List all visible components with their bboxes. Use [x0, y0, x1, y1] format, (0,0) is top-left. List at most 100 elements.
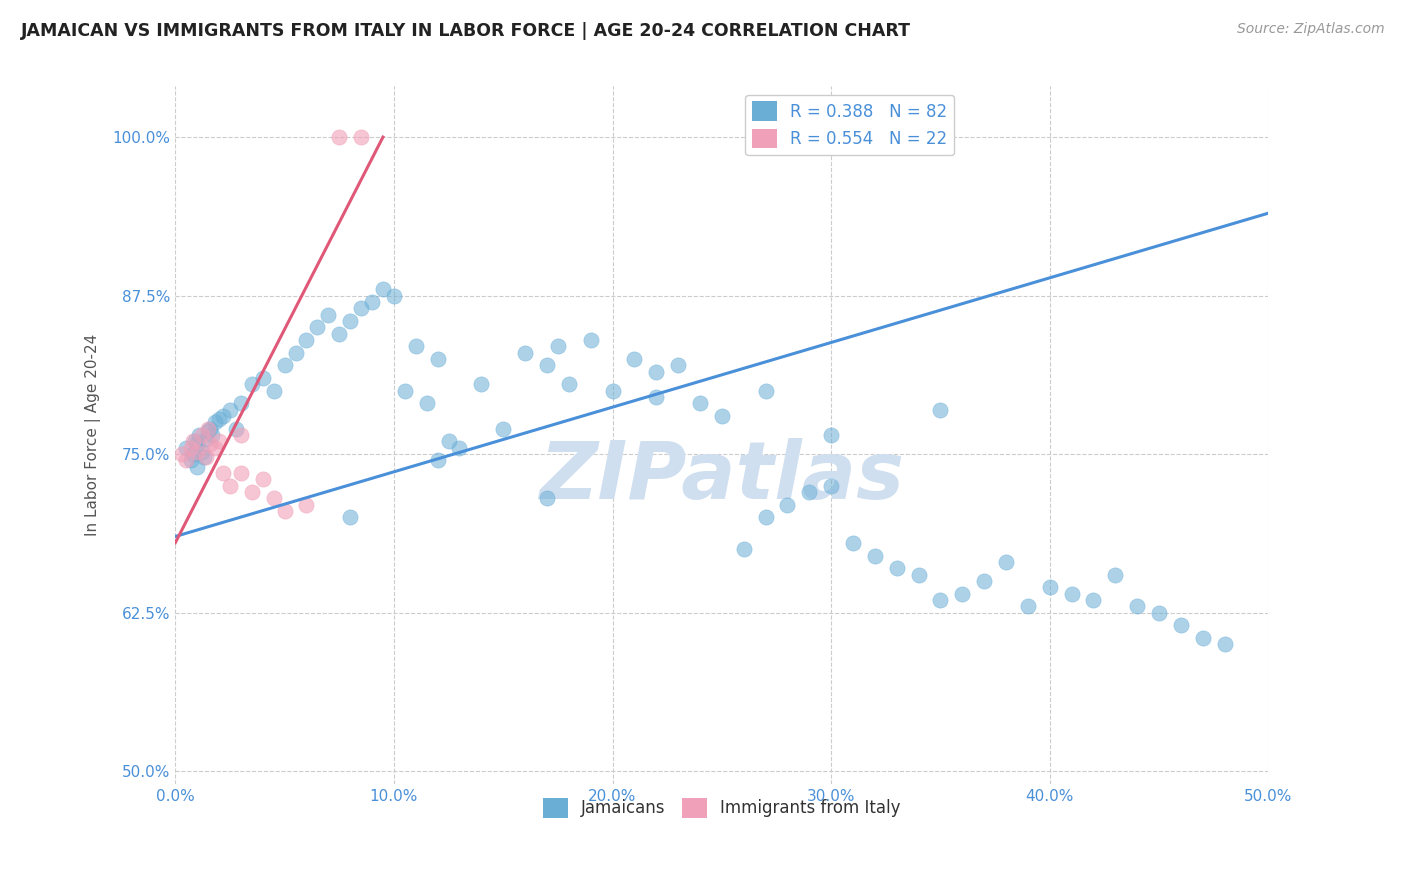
- Point: [204, 441, 226, 455]
- Point: [194, 432, 217, 446]
- Point: [973, 574, 995, 588]
- Point: [263, 491, 285, 506]
- Point: [190, 444, 212, 458]
- Point: [219, 402, 242, 417]
- Point: [776, 498, 799, 512]
- Point: [339, 314, 361, 328]
- Text: Source: ZipAtlas.com: Source: ZipAtlas.com: [1237, 22, 1385, 37]
- Point: [799, 485, 821, 500]
- Point: [181, 434, 204, 449]
- Point: [492, 422, 515, 436]
- Point: [307, 320, 329, 334]
- Point: [1191, 631, 1213, 645]
- Point: [186, 444, 208, 458]
- Point: [273, 359, 295, 373]
- Point: [536, 359, 558, 373]
- Point: [754, 510, 776, 524]
- Point: [426, 453, 449, 467]
- Point: [907, 567, 929, 582]
- Point: [194, 450, 217, 464]
- Point: [263, 384, 285, 398]
- Point: [1104, 567, 1126, 582]
- Point: [200, 437, 222, 451]
- Point: [470, 377, 492, 392]
- Point: [1170, 618, 1192, 632]
- Point: [1126, 599, 1149, 614]
- Point: [929, 402, 952, 417]
- Text: JAMAICAN VS IMMIGRANTS FROM ITALY IN LABOR FORCE | AGE 20-24 CORRELATION CHART: JAMAICAN VS IMMIGRANTS FROM ITALY IN LAB…: [21, 22, 911, 40]
- Point: [426, 351, 449, 366]
- Point: [208, 434, 231, 449]
- Point: [174, 453, 197, 467]
- Point: [180, 453, 202, 467]
- Point: [437, 434, 460, 449]
- Point: [197, 424, 219, 438]
- Point: [318, 308, 340, 322]
- Point: [186, 459, 208, 474]
- Point: [602, 384, 624, 398]
- Point: [394, 384, 416, 398]
- Point: [186, 437, 208, 451]
- Point: [193, 450, 215, 464]
- Point: [197, 422, 219, 436]
- Point: [1039, 580, 1062, 594]
- Point: [929, 593, 952, 607]
- Point: [382, 288, 405, 302]
- Point: [295, 333, 318, 347]
- Point: [1083, 593, 1105, 607]
- Point: [212, 409, 235, 423]
- Point: [229, 466, 252, 480]
- Y-axis label: In Labor Force | Age 20-24: In Labor Force | Age 20-24: [86, 334, 101, 536]
- Point: [886, 561, 908, 575]
- Point: [754, 384, 776, 398]
- Point: [558, 377, 581, 392]
- Point: [219, 479, 242, 493]
- Point: [710, 409, 733, 423]
- Point: [689, 396, 711, 410]
- Point: [204, 416, 226, 430]
- Point: [645, 365, 668, 379]
- Point: [252, 371, 274, 385]
- Point: [842, 536, 865, 550]
- Point: [184, 434, 207, 449]
- Point: [170, 447, 193, 461]
- Point: [229, 428, 252, 442]
- Point: [240, 377, 263, 392]
- Point: [415, 396, 437, 410]
- Point: [273, 504, 295, 518]
- Point: [229, 396, 252, 410]
- Point: [1060, 586, 1083, 600]
- Point: [361, 294, 384, 309]
- Point: [820, 479, 842, 493]
- Point: [200, 422, 222, 436]
- Point: [536, 491, 558, 506]
- Point: [995, 555, 1018, 569]
- Point: [950, 586, 973, 600]
- Point: [1213, 637, 1236, 651]
- Point: [863, 549, 886, 563]
- Point: [328, 326, 350, 341]
- Point: [1017, 599, 1039, 614]
- Point: [666, 359, 689, 373]
- Text: ZIPatlas: ZIPatlas: [540, 438, 904, 516]
- Point: [645, 390, 668, 404]
- Point: [240, 485, 263, 500]
- Point: [733, 542, 755, 557]
- Point: [295, 498, 318, 512]
- Point: [579, 333, 602, 347]
- Point: [371, 282, 394, 296]
- Point: [328, 130, 350, 145]
- Point: [212, 466, 235, 480]
- Point: [201, 428, 224, 442]
- Point: [820, 428, 842, 442]
- Point: [225, 422, 247, 436]
- Point: [284, 345, 307, 359]
- Point: [350, 130, 373, 145]
- Point: [174, 441, 197, 455]
- Point: [547, 339, 569, 353]
- Legend: Jamaicans, Immigrants from Italy: Jamaicans, Immigrants from Italy: [536, 791, 908, 824]
- Point: [449, 441, 471, 455]
- Point: [190, 428, 212, 442]
- Point: [513, 345, 536, 359]
- Point: [339, 510, 361, 524]
